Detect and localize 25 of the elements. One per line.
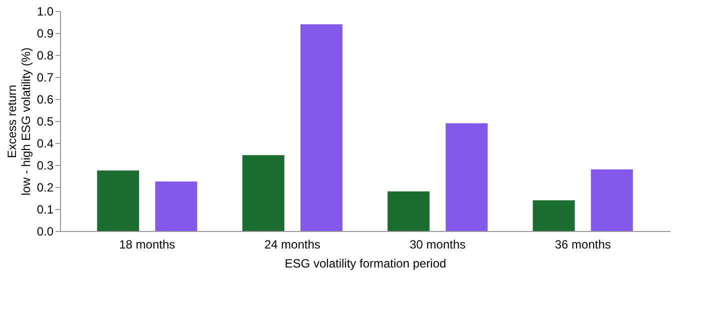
y-tick-label: 0.5 <box>36 114 54 128</box>
y-tick-label: 0.4 <box>36 136 54 150</box>
y-tick-label: 0.7 <box>36 70 54 84</box>
bar <box>388 191 430 231</box>
y-tick-label: 0.2 <box>36 180 54 194</box>
x-tick-label: 36 months <box>554 238 611 252</box>
y-axis-title: Excess return low - high ESG volatility (%) <box>4 47 33 196</box>
y-tick-label: 0.6 <box>36 92 54 106</box>
x-axis-title: ESG volatility formation period <box>284 256 446 270</box>
x-tick-label: 30 months <box>410 238 466 252</box>
y-tick-label: 0.1 <box>36 202 54 216</box>
y-tick-label: 0.0 <box>36 224 54 238</box>
y-tick-label: 0.8 <box>36 48 54 62</box>
bar <box>242 155 284 231</box>
bar <box>446 123 488 231</box>
x-tick-label: 24 months <box>264 238 320 252</box>
bar <box>590 169 633 231</box>
y-tick-label: 0.3 <box>36 158 54 172</box>
y-tick-label: 0.9 <box>36 26 54 40</box>
bar <box>300 24 342 231</box>
y-tick-label: 1.0 <box>36 4 54 18</box>
bar <box>155 182 198 231</box>
bar <box>532 200 575 231</box>
x-tick-label: 18 months <box>119 238 176 252</box>
bar <box>97 170 140 231</box>
